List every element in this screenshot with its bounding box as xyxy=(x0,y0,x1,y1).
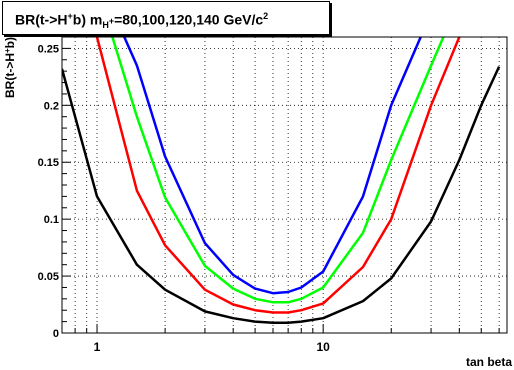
title-sup-2: 2 xyxy=(263,11,269,21)
grid xyxy=(61,37,507,333)
x-axis-label: tan beta xyxy=(466,355,512,369)
title-values: =80,100,120,140 GeV/c xyxy=(114,11,264,28)
series-line-1 xyxy=(62,66,501,325)
y-tick-label: 0.25 xyxy=(38,43,59,55)
series-line-2 xyxy=(95,37,461,314)
title-sup-plus: + xyxy=(67,11,73,21)
chart-title: BR(t->H+b) mH+=80,100,120,140 GeV/c2 xyxy=(15,11,268,30)
title-prefix: BR(t->H xyxy=(15,11,68,28)
title-sub-h-text: H xyxy=(102,20,109,31)
y-tick-label: 0.15 xyxy=(38,157,59,169)
y-tick-label: 0.1 xyxy=(44,214,59,226)
tick-labels: 0 0.05 0.1 0.15 0.2 0.25 1 10 xyxy=(38,43,331,354)
curves xyxy=(62,37,501,325)
y-axis-label: BR(t->H+b) xyxy=(3,37,17,98)
series-line-3 xyxy=(111,37,445,304)
series-line-4 xyxy=(123,37,422,295)
chart-title-box: BR(t->H+b) mH+=80,100,120,140 GeV/c2 xyxy=(2,1,330,35)
y-tick-label: 0.05 xyxy=(38,271,59,283)
y-tick-label: 0.2 xyxy=(44,100,59,112)
x-tick-label: 1 xyxy=(94,340,101,354)
title-sub-h: H+ xyxy=(102,16,114,31)
title-mid: b) m xyxy=(72,11,103,28)
axis-ticks xyxy=(61,36,500,334)
y-tick-label: 0 xyxy=(53,328,59,340)
x-tick-label: 10 xyxy=(316,340,330,354)
title-sub-sup: + xyxy=(108,16,115,27)
